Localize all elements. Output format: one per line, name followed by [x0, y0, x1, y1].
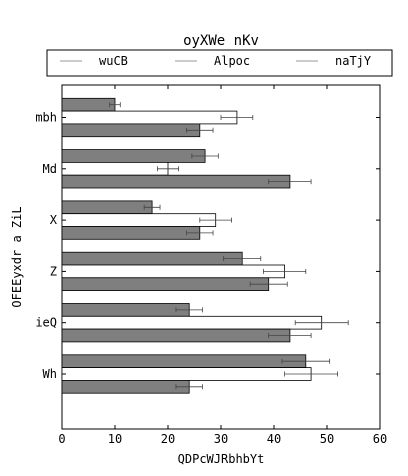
- x-tick-label-10: 10: [108, 432, 122, 446]
- bar-Alpoc-ieQ: [61, 315, 323, 330]
- x-axis-ticks: 0 10 20 30 40 50 60: [58, 85, 387, 446]
- bar-naTjY-X: [61, 226, 201, 240]
- x-tick-label-20: 20: [161, 432, 175, 446]
- y-tick-label-ieQ: ieQ: [35, 316, 57, 330]
- legend-frame: [46, 49, 393, 77]
- legend: wuCB Alpoc naTjY: [46, 49, 393, 77]
- legend-label-naTjY: naTjY: [335, 54, 372, 68]
- bars-layer: [61, 97, 349, 394]
- bar-wuCB-Z: [61, 251, 243, 266]
- bar-wuCB-X: [61, 200, 153, 215]
- y-tick-label-Wh: Wh: [43, 367, 57, 381]
- y-tick-label-mbh: mbh: [35, 111, 57, 125]
- bar-naTjY-mbh: [61, 123, 201, 138]
- bar-wuCB-ieQ: [61, 303, 190, 317]
- legend-label-Alpoc: Alpoc: [214, 54, 250, 68]
- bar-wuCB-mbh: [61, 97, 116, 112]
- x-tick-label-50: 50: [320, 432, 334, 446]
- x-tick-label-30: 30: [214, 432, 228, 446]
- x-tick-label-60: 60: [373, 432, 387, 446]
- x-tick-label-40: 40: [267, 432, 281, 446]
- bar-naTjY-Md: [61, 174, 291, 189]
- y-tick-label-X: X: [50, 213, 58, 227]
- bar-naTjY-Z: [61, 277, 270, 291]
- bar-wuCB-Md: [61, 149, 206, 163]
- bar-naTjY-Wh: [61, 379, 190, 394]
- bar-Alpoc-Z: [61, 264, 286, 279]
- bar-Alpoc-mbh: [61, 110, 238, 125]
- x-axis-label: QDPcWJRbhbYt: [178, 452, 265, 466]
- bar-naTjY-ieQ: [61, 328, 291, 343]
- bar-Alpoc-X: [61, 213, 217, 227]
- bar-Alpoc-Wh: [61, 367, 312, 381]
- legend-label-wuCB: wuCB: [99, 54, 128, 68]
- y-tick-label-Md: Md: [43, 162, 57, 176]
- x-tick-label-0: 0: [58, 432, 65, 446]
- chart-title: oyXWe nKv: [183, 33, 259, 49]
- bar-wuCB-Wh: [61, 354, 307, 368]
- y-tick-label-Z: Z: [50, 264, 57, 278]
- bar-Alpoc-Md: [61, 161, 169, 176]
- y-axis-label: OFEEyxdr a ZiL: [10, 206, 24, 307]
